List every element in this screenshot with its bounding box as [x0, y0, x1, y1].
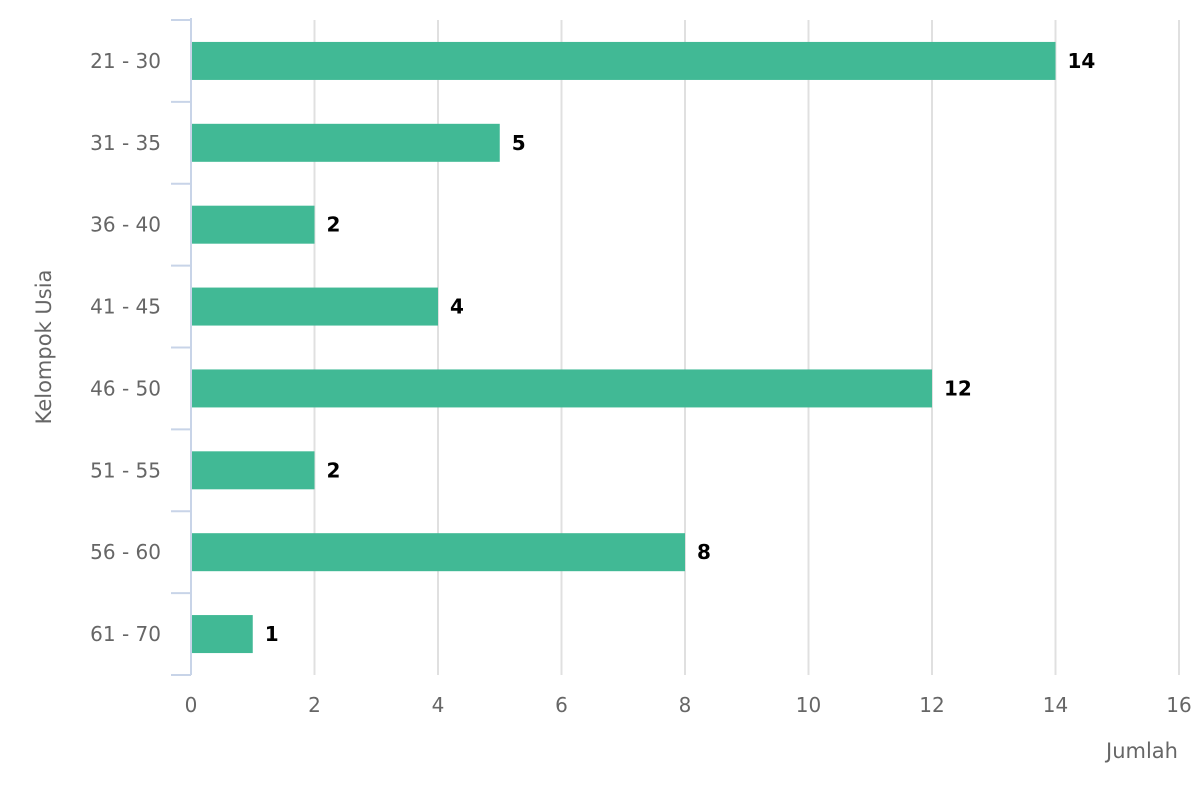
y-category-label: 51 - 55: [90, 458, 161, 482]
x-tick-label: 8: [679, 693, 692, 717]
x-tick-label: 16: [1166, 693, 1191, 717]
y-category-label: 41 - 45: [90, 295, 161, 319]
bar: [192, 451, 315, 490]
bar: [192, 123, 500, 162]
axes: [171, 18, 192, 676]
x-tick-label: 4: [432, 693, 445, 717]
data-label: 14: [1068, 49, 1096, 73]
bar: [192, 205, 315, 244]
x-tick-label: 14: [1043, 693, 1068, 717]
y-axis-title: Kelompok Usia: [32, 270, 56, 425]
data-label: 4: [450, 295, 464, 319]
y-category-label: 46 - 50: [90, 376, 161, 400]
y-category-label: 61 - 70: [90, 622, 161, 646]
y-category-label: 21 - 30: [90, 49, 161, 73]
x-axis-title: Jumlah: [1104, 739, 1178, 763]
bar: [192, 369, 932, 408]
bars: [192, 41, 1056, 654]
data-label: 1: [265, 622, 279, 646]
bar: [192, 287, 438, 326]
x-tick-label: 12: [919, 693, 944, 717]
bar: [192, 533, 685, 572]
grid-lines: [313, 20, 1180, 675]
y-category-label: 31 - 35: [90, 131, 161, 155]
y-category-label: 36 - 40: [90, 213, 161, 237]
bar: [192, 41, 1056, 80]
data-label: 8: [697, 540, 711, 564]
bar: [192, 615, 253, 654]
x-tick-label: 10: [796, 693, 821, 717]
data-label: 12: [944, 376, 972, 400]
x-tick-label: 6: [555, 693, 568, 717]
data-label: 2: [327, 458, 341, 482]
x-tick-label: 0: [185, 693, 198, 717]
y-category-label: 56 - 60: [90, 540, 161, 564]
x-tick-label: 2: [308, 693, 321, 717]
data-label: 2: [327, 213, 341, 237]
data-label: 5: [512, 131, 526, 155]
